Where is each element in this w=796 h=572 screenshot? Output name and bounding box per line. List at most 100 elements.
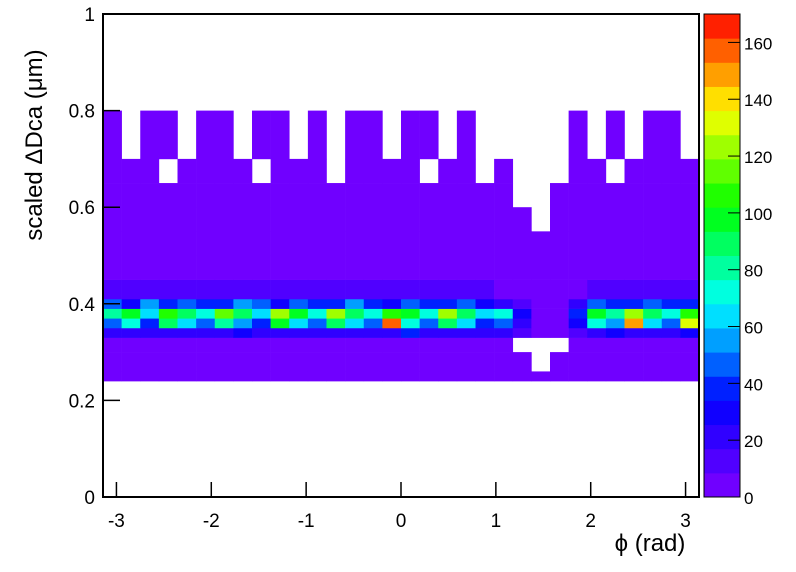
heatmap-cell — [568, 298, 588, 309]
heatmap-cell — [438, 298, 458, 309]
heatmap-cell — [103, 231, 122, 256]
heatmap-cell — [661, 337, 681, 353]
heatmap-cell — [401, 158, 420, 184]
heatmap-cell — [214, 318, 234, 329]
heatmap-cell — [270, 352, 290, 372]
heatmap-cell — [196, 231, 216, 256]
heatmap-cell — [643, 183, 663, 208]
heatmap-cell — [158, 207, 178, 232]
heatmap-cell — [345, 207, 365, 232]
heatmap-cell — [494, 279, 514, 300]
heatmap-cell — [140, 352, 160, 372]
heatmap-cell — [475, 298, 495, 309]
heatmap-cell — [158, 279, 178, 300]
heatmap-cell — [605, 110, 625, 160]
heatmap-cell — [177, 352, 197, 372]
heatmap-cell — [196, 183, 216, 208]
heatmap-cell — [103, 255, 122, 280]
heatmap-cell — [643, 337, 663, 353]
heatmap-cell — [140, 207, 160, 232]
colorbar-step — [704, 448, 740, 474]
heatmap-cell — [494, 158, 514, 184]
heatmap-cell — [103, 183, 122, 208]
x-tick-label: 2 — [585, 511, 596, 532]
heatmap-cell — [531, 159, 550, 183]
colorbar-step — [704, 14, 740, 39]
heatmap-cell — [177, 231, 197, 256]
heatmap-cell — [363, 158, 383, 184]
heatmap-cell — [233, 255, 253, 280]
heatmap-cell — [196, 318, 216, 329]
heatmap-cell — [531, 352, 550, 372]
heatmap-cell — [363, 352, 383, 372]
x-axis-label: ϕ (rad) — [615, 530, 686, 557]
heatmap-cell — [252, 318, 271, 329]
heatmap-cell — [624, 352, 644, 372]
heatmap-cell — [476, 159, 495, 183]
heatmap-cell — [326, 231, 346, 256]
heatmap-cell — [680, 352, 700, 372]
heatmap-cell — [605, 337, 625, 353]
heatmap-cell — [252, 183, 271, 208]
heatmap-cell — [456, 231, 476, 256]
heatmap-cell — [326, 371, 346, 382]
heatmap-cell — [661, 158, 681, 184]
heatmap-cell — [140, 255, 160, 280]
colorbar-step — [704, 183, 740, 208]
heatmap-cell — [270, 110, 290, 160]
heatmap-cell — [307, 337, 327, 353]
heatmap-cell — [475, 279, 495, 300]
heatmap-cell — [214, 352, 234, 372]
heatmap-cell — [401, 255, 420, 280]
heatmap-cell — [140, 279, 160, 300]
heatmap-cell — [214, 308, 234, 319]
heatmap-cell — [233, 298, 253, 309]
heatmap-cell — [270, 308, 290, 319]
colorbar-step — [704, 472, 740, 498]
colorbar-tick-label: 100 — [744, 205, 772, 224]
heatmap-cell — [401, 337, 420, 353]
heatmap-cell — [121, 183, 141, 208]
heatmap-cell — [289, 231, 309, 256]
heatmap-cell — [214, 337, 234, 353]
heatmap-cell — [177, 318, 197, 329]
heatmap-cell — [605, 183, 625, 208]
heatmap-cell — [345, 327, 365, 338]
heatmap-cell — [196, 327, 216, 338]
heatmap-cell — [196, 352, 216, 372]
heatmap-cell — [624, 298, 644, 309]
heatmap-cell — [382, 337, 402, 353]
heatmap-cell — [643, 371, 663, 382]
heatmap-cell — [680, 255, 700, 280]
heatmap-cell — [624, 231, 644, 256]
heatmap-cell — [382, 327, 402, 338]
heatmap-cell — [382, 255, 402, 280]
heatmap-cell — [419, 308, 439, 319]
heatmap-cell — [345, 337, 365, 353]
heatmap-cell — [438, 279, 458, 300]
heatmap-cell — [270, 279, 290, 300]
heatmap-cell — [158, 337, 178, 353]
heatmap-cell — [326, 352, 346, 372]
heatmap-cell — [326, 207, 346, 232]
heatmap-cell — [158, 352, 178, 372]
heatmap-cell — [456, 371, 476, 382]
heatmap-cell — [327, 111, 346, 160]
heatmap-cell — [196, 308, 216, 319]
heatmap-cell — [326, 298, 346, 309]
heatmap-cell — [568, 255, 588, 280]
heatmap-cell — [401, 207, 420, 232]
heatmap-cell — [122, 111, 141, 160]
heatmap-cell — [438, 371, 458, 382]
heatmap-cell — [382, 318, 402, 329]
heatmap-cell — [550, 255, 569, 280]
heatmap-cell — [587, 231, 607, 256]
colorbar-step — [704, 110, 740, 136]
heatmap-cell — [550, 308, 569, 319]
heatmap-cell — [643, 298, 663, 309]
heatmap-cell — [494, 207, 514, 232]
heatmap-cell — [661, 279, 681, 300]
heatmap-cell — [121, 279, 141, 300]
colorbar-step — [704, 231, 740, 256]
